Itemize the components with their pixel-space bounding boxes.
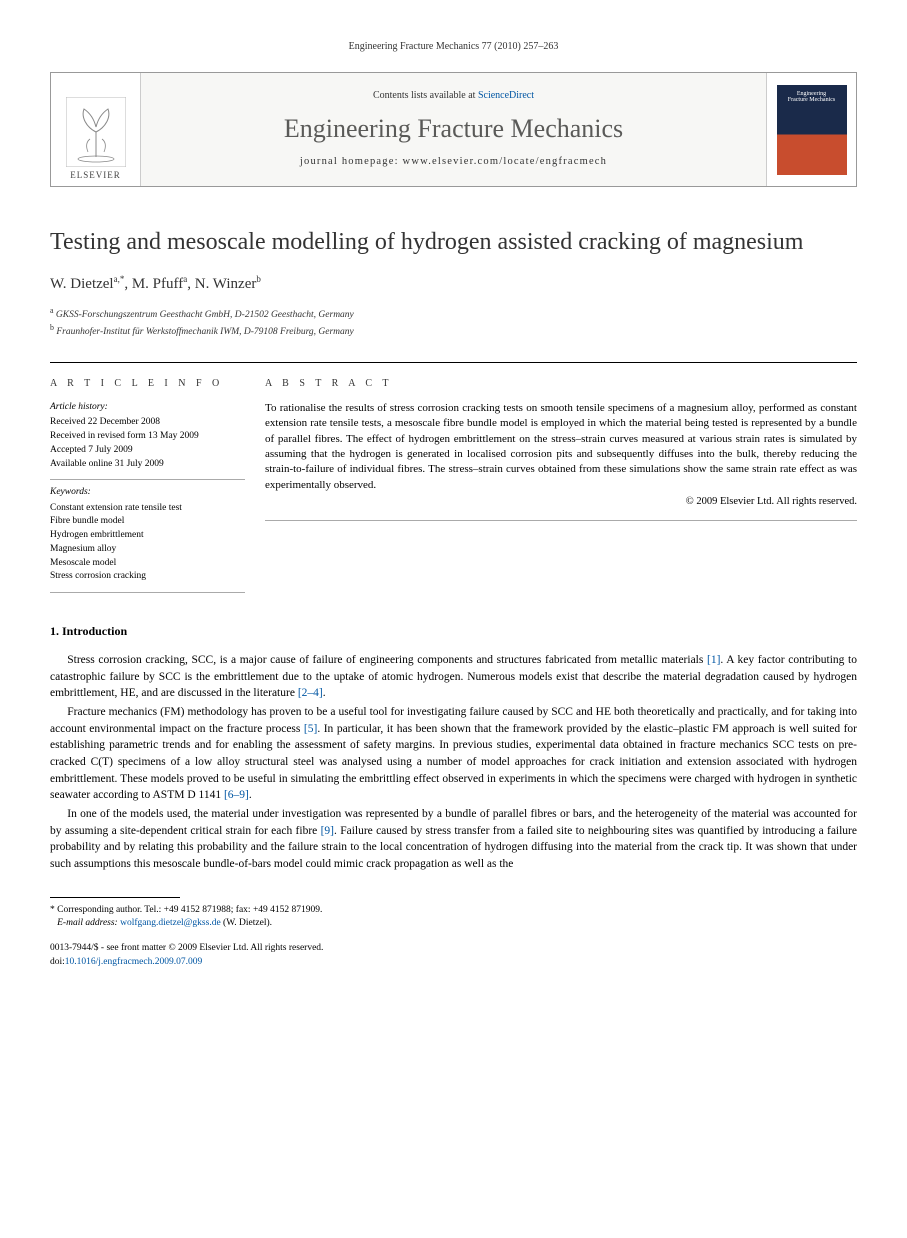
journal-name: Engineering Fracture Mechanics	[141, 111, 766, 147]
intro-paragraph-3: In one of the models used, the material …	[50, 806, 857, 873]
author-1: W. Dietzel	[50, 276, 114, 292]
intro-paragraph-2: Fracture mechanics (FM) methodology has …	[50, 704, 857, 804]
elsevier-tree-icon	[66, 97, 126, 167]
history-item: Accepted 7 July 2009	[50, 444, 245, 458]
keyword: Stress corrosion cracking	[50, 570, 245, 584]
sciencedirect-link[interactable]: ScienceDirect	[478, 90, 534, 101]
email-label: E-mail address:	[57, 918, 118, 928]
citation-ref-1[interactable]: [1]	[707, 654, 720, 666]
keywords-list: Constant extension rate tensile test Fib…	[50, 502, 245, 585]
article-info-heading: A R T I C L E I N F O	[50, 377, 245, 391]
article-info-column: A R T I C L E I N F O Article history: R…	[50, 362, 265, 593]
issn-copyright-line: 0013-7944/$ - see front matter © 2009 El…	[50, 942, 857, 955]
intro-paragraph-1: Stress corrosion cracking, SCC, is a maj…	[50, 652, 857, 702]
corresponding-author-footnote: * Corresponding author. Tel.: +49 4152 8…	[50, 904, 857, 931]
affiliation-a: a GKSS-Forschungszentrum Geesthacht GmbH…	[50, 305, 857, 322]
affil-text: Fraunhofer-Institut für Werkstoffmechani…	[56, 328, 353, 338]
abstract-body: To rationalise the results of stress cor…	[265, 402, 857, 491]
text-run: .	[323, 687, 326, 699]
sep: ,	[187, 276, 195, 292]
cover-text-2: Fracture Mechanics	[788, 97, 835, 104]
email-author-name: (W. Dietzel).	[223, 918, 272, 928]
abstract-text: To rationalise the results of stress cor…	[265, 401, 857, 521]
keyword: Fibre bundle model	[50, 515, 245, 529]
text-run: Stress corrosion cracking, SCC, is a maj…	[67, 654, 707, 666]
text-run: .	[249, 789, 252, 801]
affil-marker: b	[50, 323, 54, 332]
history-item: Received 22 December 2008	[50, 416, 245, 430]
article-title: Testing and mesoscale modelling of hydro…	[50, 227, 857, 257]
doi-prefix: doi:	[50, 957, 65, 967]
history-item: Available online 31 July 2009	[50, 458, 245, 472]
citation-ref-2-4[interactable]: [2–4]	[298, 687, 323, 699]
running-head: Engineering Fracture Mechanics 77 (2010)…	[50, 40, 857, 54]
keyword: Constant extension rate tensile test	[50, 502, 245, 516]
affil-marker: a	[50, 306, 54, 315]
affiliation-b: b Fraunhofer-Institut für Werkstoffmecha…	[50, 322, 857, 339]
keywords-heading: Keywords:	[50, 479, 245, 499]
keywords-block: Keywords: Constant extension rate tensil…	[50, 479, 245, 593]
contents-prefix: Contents lists available at	[373, 90, 478, 101]
doi-line: doi:10.1016/j.engfracmech.2009.07.009	[50, 956, 857, 969]
author-1-markers: a,*	[114, 274, 125, 284]
author-2: M. Pfuff	[132, 276, 183, 292]
corresponding-email-link[interactable]: wolfgang.dietzel@gkss.de	[120, 918, 221, 928]
info-abstract-row: A R T I C L E I N F O Article history: R…	[50, 362, 857, 593]
corresponding-line: * Corresponding author. Tel.: +49 4152 8…	[50, 904, 857, 917]
citation-ref-5[interactable]: [5]	[304, 723, 317, 735]
journal-homepage-line: journal homepage: www.elsevier.com/locat…	[141, 155, 766, 170]
author-3-markers: b	[256, 274, 261, 284]
sep: ,	[124, 276, 132, 292]
journal-cover-thumb: Engineering Fracture Mechanics	[777, 85, 847, 175]
keyword: Magnesium alloy	[50, 543, 245, 557]
author-3: N. Winzer	[195, 276, 257, 292]
affiliations: a GKSS-Forschungszentrum Geesthacht GmbH…	[50, 305, 857, 340]
journal-masthead: ELSEVIER Contents lists available at Sci…	[50, 72, 857, 187]
citation-ref-9[interactable]: [9]	[321, 825, 334, 837]
keyword: Mesoscale model	[50, 557, 245, 571]
contents-available-line: Contents lists available at ScienceDirec…	[141, 89, 766, 103]
author-list: W. Dietzela,*, M. Pfuffa, N. Winzerb	[50, 273, 857, 295]
citation-ref-6-9[interactable]: [6–9]	[224, 789, 249, 801]
publisher-name: ELSEVIER	[70, 169, 121, 182]
footnote-rule	[50, 897, 180, 898]
affil-text: GKSS-Forschungszentrum Geesthacht GmbH, …	[56, 310, 354, 320]
abstract-copyright: © 2009 Elsevier Ltd. All rights reserved…	[265, 495, 857, 510]
keyword: Hydrogen embrittlement	[50, 529, 245, 543]
homepage-prefix: journal homepage:	[300, 156, 403, 167]
masthead-center: Contents lists available at ScienceDirec…	[141, 73, 766, 186]
page-footer: 0013-7944/$ - see front matter © 2009 El…	[50, 942, 857, 969]
corresponding-email-line: E-mail address: wolfgang.dietzel@gkss.de…	[50, 917, 857, 930]
doi-link[interactable]: 10.1016/j.engfracmech.2009.07.009	[65, 957, 202, 967]
homepage-url: www.elsevier.com/locate/engfracmech	[403, 156, 608, 167]
abstract-column: A B S T R A C T To rationalise the resul…	[265, 362, 857, 593]
article-history-heading: Article history:	[50, 401, 245, 414]
section-heading-introduction: 1. Introduction	[50, 623, 857, 640]
journal-cover-block: Engineering Fracture Mechanics	[766, 73, 856, 186]
publisher-logo-block: ELSEVIER	[51, 73, 141, 186]
abstract-heading: A B S T R A C T	[265, 377, 857, 391]
article-history-list: Received 22 December 2008 Received in re…	[50, 416, 245, 471]
history-item: Received in revised form 13 May 2009	[50, 430, 245, 444]
cover-text-1: Engineering	[797, 91, 826, 98]
